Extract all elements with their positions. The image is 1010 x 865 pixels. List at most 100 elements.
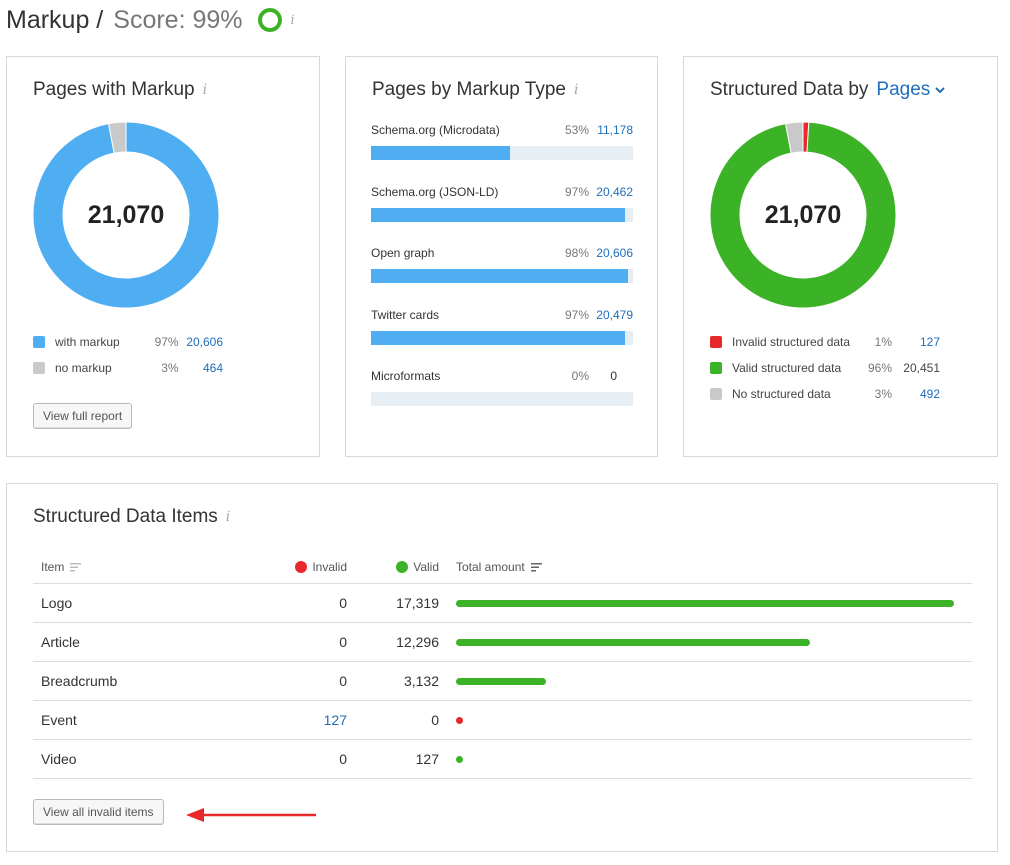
legend-row-valid: Valid structured data 96% 20,451 [710, 355, 940, 381]
table-row: Video 0 127 [33, 740, 972, 779]
card-title: Structured Data by [710, 79, 869, 100]
markup-type-percent: 0% [571, 369, 589, 383]
card-title: Pages with Markup [33, 79, 195, 100]
info-icon[interactable]: i [225, 509, 231, 525]
legend-value-link[interactable]: 20,606 [186, 335, 223, 349]
legend-percent: 3% [161, 361, 179, 375]
invalid-count: 0 [339, 673, 347, 689]
score-label: Score: 99% [113, 5, 243, 34]
legend-row-invalid[interactable]: Invalid structured data 1% 127 [710, 329, 940, 355]
total-bar-cell [439, 662, 972, 700]
markup-type-bar-fill [371, 208, 626, 222]
total-bar-cell [439, 623, 972, 661]
markup-type-bar [371, 331, 633, 345]
legend-swatch [710, 388, 722, 400]
legend-row-no-markup[interactable]: no markup 3% 464 [33, 355, 223, 381]
total-bar-cell [439, 740, 972, 778]
info-icon[interactable]: i [290, 12, 295, 28]
total-bar-cell [439, 701, 972, 739]
markup-type-value-link[interactable]: 20,462 [596, 185, 633, 199]
markup-type-name: Open graph [371, 246, 435, 260]
item-name: Video [41, 751, 77, 767]
total-bar-cell [439, 584, 972, 622]
donut-slice-no-structured-data[interactable] [784, 121, 804, 154]
valid-dot-icon [396, 560, 409, 573]
pages-by-markup-type-card: Pages by Markup Type i Schema.org (Micro… [345, 56, 658, 457]
markup-type-percent: 53% [564, 123, 589, 137]
table-row: Event 127 0 [33, 701, 972, 740]
legend-percent: 97% [154, 335, 179, 349]
markup-type-row: Open graph 98% 20,606 [371, 243, 633, 283]
markup-type-row: Twitter cards 97% 20,479 [371, 305, 633, 345]
donut-slice-no-markup[interactable] [107, 121, 127, 154]
markup-donut-chart: 21,070 [32, 121, 220, 309]
markup-type-percent: 97% [564, 185, 589, 199]
valid-count: 12,296 [396, 634, 439, 650]
legend-percent: 1% [874, 335, 892, 349]
legend-label: No structured data [732, 387, 831, 401]
markup-type-value: 0 [610, 369, 617, 383]
invalid-dot-icon [295, 560, 308, 573]
valid-count: 3,132 [403, 673, 439, 689]
donut-total: 21,070 [764, 200, 842, 229]
total-bar [456, 599, 954, 607]
item-name: Article [41, 634, 80, 650]
invalid-count: 0 [339, 751, 347, 767]
info-icon[interactable]: i [202, 82, 208, 98]
valid-count: 0 [431, 712, 439, 728]
view-all-invalid-items-button[interactable]: View all invalid items [33, 799, 164, 825]
markup-type-percent: 98% [564, 246, 589, 260]
legend-value-link[interactable]: 127 [919, 335, 940, 349]
column-header-total[interactable]: Total amount [439, 550, 972, 583]
table-header: Item Invalid Valid Total amount [33, 550, 972, 584]
markup-type-row: Microformats 0% 0 [371, 366, 633, 406]
legend-value-link[interactable]: 492 [919, 387, 940, 401]
markup-type-value-link[interactable]: 11,178 [597, 123, 633, 137]
items-table: Item Invalid Valid Total amount Logo 0 1… [33, 550, 972, 779]
total-dot [456, 755, 463, 763]
structured-data-by-card: Structured Data by Pages 21,070 Invalid … [683, 56, 998, 457]
view-full-report-button[interactable]: View full report [33, 403, 133, 429]
donut-svg [32, 121, 220, 309]
column-label: Invalid [312, 559, 347, 574]
pages-dropdown[interactable]: Pages [876, 79, 946, 101]
legend-label: with markup [55, 335, 120, 349]
sort-icon [70, 562, 82, 571]
markup-type-bar-fill [371, 269, 628, 283]
total-dot [456, 716, 463, 724]
table-row: Article 0 12,296 [33, 623, 972, 662]
legend-row-with-markup[interactable]: with markup 97% 20,606 [33, 329, 223, 355]
item-name: Breadcrumb [41, 673, 118, 689]
donut-slice-with-markup[interactable] [32, 121, 220, 309]
markup-type-row: Schema.org (JSON-LD) 97% 20,462 [371, 182, 633, 222]
score-ring-icon [257, 8, 282, 32]
column-header-invalid: Invalid [253, 560, 347, 574]
donut-slice-valid-structured-data[interactable] [709, 121, 897, 309]
sort-icon [530, 562, 542, 571]
legend-swatch [710, 336, 722, 348]
valid-count: 17,319 [396, 595, 439, 611]
column-header-valid: Valid [347, 560, 439, 574]
structured-data-items-card: Structured Data Items i Item Invalid Val… [6, 483, 998, 852]
page-title: Markup / [6, 5, 104, 34]
invalid-count: 0 [339, 595, 347, 611]
chevron-down-icon [935, 87, 946, 94]
markup-type-row: Schema.org (Microdata) 53% 11,178 [371, 120, 633, 160]
legend-swatch [33, 336, 45, 348]
donut-svg [709, 121, 897, 309]
column-header-item[interactable]: Item [33, 560, 253, 574]
legend-value: 20,451 [903, 361, 940, 375]
card-title: Pages by Markup Type [372, 79, 566, 100]
markup-type-percent: 97% [564, 308, 589, 322]
info-icon[interactable]: i [573, 82, 579, 98]
markup-type-bar [371, 208, 633, 222]
markup-type-value-link[interactable]: 20,479 [596, 308, 633, 322]
invalid-count-link[interactable]: 127 [323, 712, 347, 728]
legend-label: Invalid structured data [732, 335, 851, 349]
legend-row-no-structured[interactable]: No structured data 3% 492 [710, 381, 940, 407]
item-name: Event [41, 712, 77, 728]
column-label: Total amount [456, 559, 525, 574]
markup-type-value-link[interactable]: 20,606 [596, 246, 633, 260]
table-row: Logo 0 17,319 [33, 584, 972, 623]
legend-value-link[interactable]: 464 [202, 361, 223, 375]
